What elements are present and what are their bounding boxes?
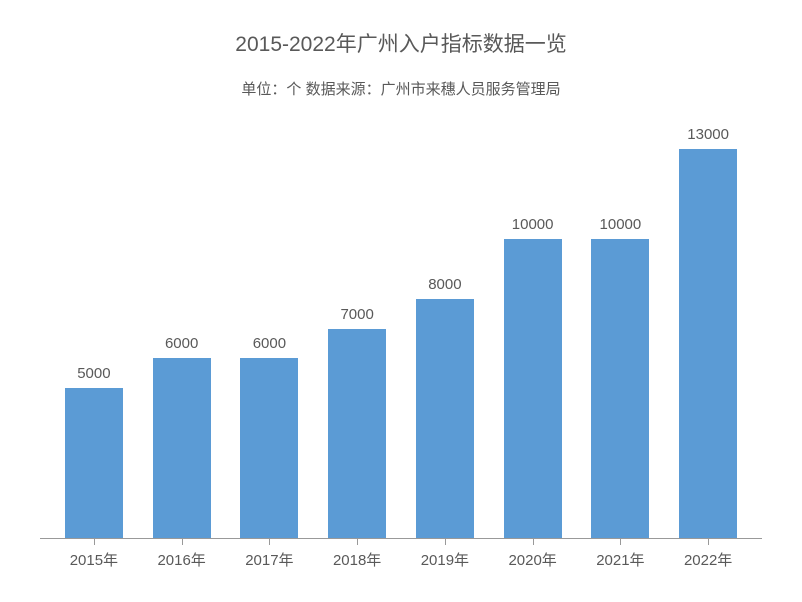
bar-wrap: 6000 [138,119,226,538]
x-axis-label: 2018年 [313,549,401,570]
x-axis-label: 2021年 [577,549,665,570]
bar-wrap: 5000 [50,119,138,538]
x-axis: 2015年2016年2017年2018年2019年2020年2021年2022年 [40,539,762,570]
x-axis-label: 2015年 [50,549,138,570]
plot-area: 5000 6000 6000 7000 8000 10000 10000 13000 [40,119,762,539]
bar-value-label: 6000 [253,335,286,352]
bar [240,358,298,538]
x-axis-label: 2019年 [401,549,489,570]
bar-value-label: 6000 [165,335,198,352]
bar [504,239,562,538]
bar-wrap: 7000 [313,119,401,538]
bar [416,299,474,538]
bar [153,358,211,538]
chart-container: 2015-2022年广州入户指标数据一览 单位：个 数据来源：广州市来穗人员服务… [0,0,802,602]
x-axis-label: 2016年 [138,549,226,570]
bar-wrap: 10000 [489,119,577,538]
bar-value-label: 13000 [687,126,729,143]
x-axis-label: 2022年 [664,549,752,570]
bar-value-label: 8000 [428,276,461,293]
bar-wrap: 8000 [401,119,489,538]
x-axis-label: 2017年 [226,549,314,570]
bar-value-label: 5000 [77,365,110,382]
x-axis-label: 2020年 [489,549,577,570]
bar [328,329,386,539]
bar-wrap: 10000 [577,119,665,538]
bar [591,239,649,538]
bar [65,388,123,538]
bar-value-label: 10000 [600,216,642,233]
chart-title: 2015-2022年广州入户指标数据一览 [30,28,772,58]
bar-wrap: 6000 [226,119,314,538]
bar-value-label: 7000 [340,306,373,323]
bar [679,149,737,538]
bar-value-label: 10000 [512,216,554,233]
bar-wrap: 13000 [664,119,752,538]
chart-subtitle: 单位：个 数据来源：广州市来穗人员服务管理局 [30,78,772,99]
